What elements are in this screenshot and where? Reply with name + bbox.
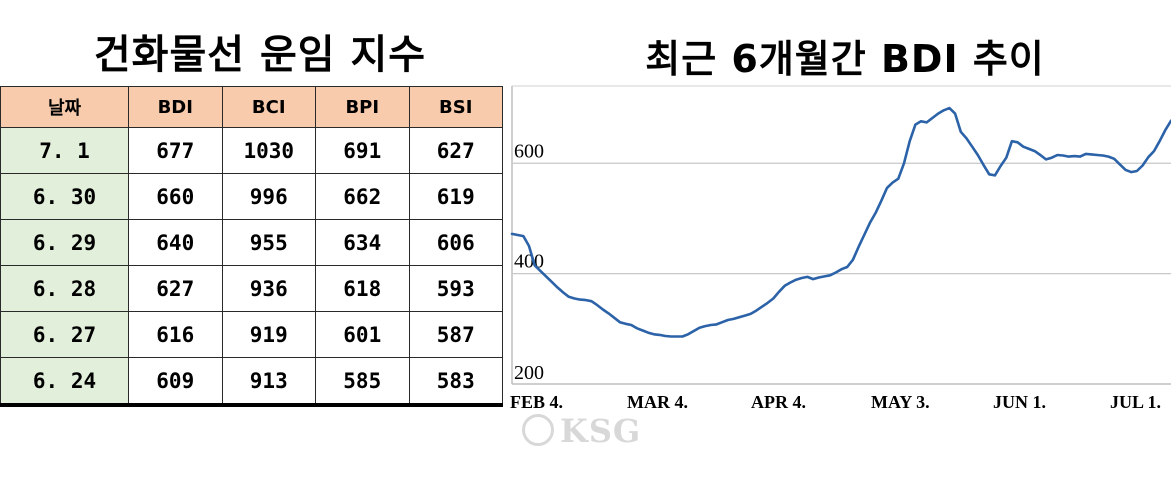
freight-index-table: 날짜 BDI BCI BPI BSI 7. 1 677 1030 691 627… (0, 86, 503, 407)
y-tick-label: 200 (514, 362, 544, 384)
table-row: 6. 30 660 996 662 619 (0, 173, 503, 220)
cell-date: 6. 30 (0, 173, 129, 220)
x-tick-label: JUN 1. (993, 392, 1046, 412)
cell-bpi: 585 (315, 357, 410, 407)
cell-date: 7. 1 (0, 127, 129, 174)
cell-bci: 996 (221, 173, 316, 220)
y-tick-label: 600 (514, 140, 544, 162)
cell-date: 6. 27 (0, 311, 129, 358)
x-tick-label: FEB 4. (510, 392, 563, 412)
x-tick-label: APR 4. (751, 392, 806, 412)
ksg-logo-icon (522, 413, 554, 446)
header-date: 날짜 (0, 86, 129, 128)
cell-bdi: 660 (128, 173, 223, 220)
cell-bpi: 601 (315, 311, 410, 358)
table-row: 6. 27 616 919 601 587 (0, 311, 503, 358)
cell-date: 6. 24 (0, 357, 129, 407)
cell-bci: 913 (221, 357, 316, 407)
header-bsi: BSI (408, 86, 503, 128)
cell-bsi: 587 (408, 311, 503, 358)
table-row: 7. 1 677 1030 691 627 (0, 127, 503, 174)
cell-date: 6. 28 (0, 265, 129, 312)
header-bdi: BDI (128, 86, 223, 128)
cell-bsi: 627 (408, 127, 503, 174)
cell-bsi: 583 (408, 357, 503, 407)
cell-bdi: 677 (128, 127, 223, 174)
cell-bsi: 619 (408, 173, 503, 220)
table-row: 6. 29 640 955 634 606 (0, 219, 503, 266)
table-header-row: 날짜 BDI BCI BPI BSI (0, 86, 503, 128)
cell-bpi: 634 (315, 219, 410, 266)
cell-bpi: 618 (315, 265, 410, 312)
cell-date: 6. 29 (0, 219, 129, 266)
table-row: 6. 28 627 936 618 593 (0, 265, 503, 312)
cell-bpi: 691 (315, 127, 410, 174)
cell-bci: 919 (221, 311, 316, 358)
cell-bci: 936 (221, 265, 316, 312)
table-row: 6. 24 609 913 585 583 (0, 357, 503, 407)
cell-bci: 955 (221, 219, 316, 266)
x-tick-label: MAY 3. (871, 392, 930, 412)
x-tick-label: MAR 4. (627, 392, 688, 412)
cell-bdi: 627 (128, 265, 223, 312)
cell-bsi: 593 (408, 265, 503, 312)
bdi-series-line (510, 106, 1171, 338)
ksg-watermark: KSG (522, 412, 641, 450)
cell-bdi: 609 (128, 357, 223, 407)
watermark-text: KSG (560, 412, 642, 450)
table-title: 건화물선 운임 지수 (93, 32, 427, 78)
header-bpi: BPI (315, 86, 410, 128)
cell-bsi: 606 (408, 219, 503, 266)
header-bci: BCI (221, 86, 316, 128)
cell-bci: 1030 (221, 127, 316, 174)
cell-bdi: 616 (128, 311, 223, 358)
chart-title: 최근 6개월간 BDI 추이 (645, 37, 1045, 81)
cell-bdi: 640 (128, 219, 223, 266)
cell-bpi: 662 (315, 173, 410, 220)
x-tick-label: JUL 1. (1110, 392, 1161, 412)
